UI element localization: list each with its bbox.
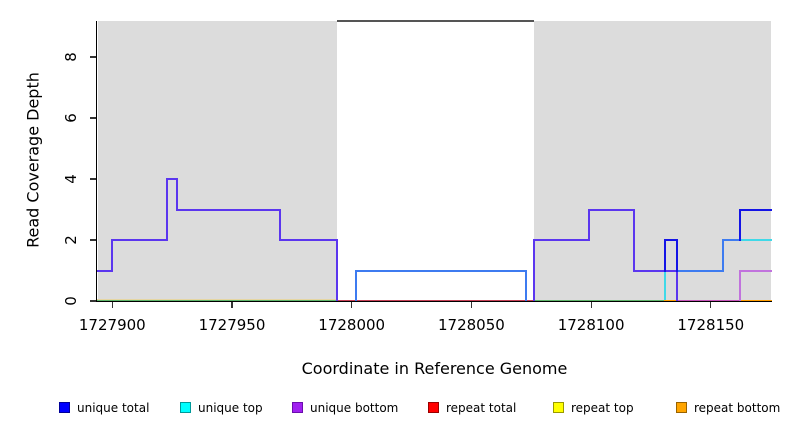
blue-alone-box-seg [664,239,667,272]
y-tick [90,300,96,302]
shaded-region [97,21,338,301]
blue-cyan-blend-mid-rect-seg [355,269,358,302]
x-tick-label: 1728150 [677,316,745,334]
legend-swatch-unique-top [180,402,191,413]
y-tick [90,178,96,180]
x-axis-line [97,301,772,303]
legend-swatch-unique-total [59,402,70,413]
y-axis-title: Read Coverage Depth [23,72,43,248]
legend-swatch-repeat-top [553,402,564,413]
blue-purple-blend-left-seg [166,178,178,180]
blue-cyan-blend-right-seg [721,239,724,272]
purple-alone-right-seg [738,269,772,272]
x-tick [590,302,592,308]
blue-purple-blend-left-seg [111,239,114,272]
x-tick-label: 1728050 [437,316,505,334]
legend-label-unique-bottom: unique bottom [310,401,399,415]
blue-cyan-blend-right-seg [721,239,741,241]
x-tick [470,302,472,308]
blue-purple-blend-left-seg [278,208,281,241]
x-tick [351,302,353,308]
y-axis-line [96,21,98,302]
blue-cyan-blend-mid-rect-seg [525,269,528,302]
blue-alone-box-seg [664,239,679,241]
unique-top-line-seg [664,269,667,302]
blue-purple-blend-left-seg [175,208,281,211]
blue-purple-blend-right-seg [587,208,590,241]
legend-label-repeat-total: repeat total [446,401,517,415]
x-tick [111,302,113,308]
y-tick [90,239,96,241]
y-tick [90,117,96,119]
x-tick-label: 1728000 [318,316,386,334]
blue-cyan-blend-right-seg [676,269,724,272]
repeat-top-line-hint-seg [97,298,338,300]
blue-purple-blend-left-seg [96,269,114,272]
x-tick-label: 1728100 [557,316,625,334]
x-tick [231,302,233,308]
blue-purple-blend-right-seg [587,208,636,211]
blue-alone-right-seg [738,208,741,241]
x-tick-label: 1727900 [78,316,146,334]
y-tick-label: 0 [62,296,80,306]
y-tick-label: 8 [62,52,80,62]
blue-purple-blend-right-seg [633,269,679,272]
gap-top-line [337,20,534,22]
blue-alone-right-seg [738,208,772,211]
blue-purple-blend-right-seg [532,239,590,241]
shaded-region [533,21,771,301]
blue-purple-blend-right-seg [633,208,636,272]
legend-swatch-repeat-total [428,402,439,413]
y-tick-label: 2 [62,235,80,245]
legend-label-unique-top: unique top [198,401,263,415]
legend-label-repeat-top: repeat top [571,401,634,415]
legend-label-unique-total: unique total [77,401,150,415]
y-tick-label: 4 [62,174,80,184]
y-tick [90,56,96,58]
legend-swatch-repeat-bottom [676,402,687,413]
x-tick [710,302,712,308]
blue-purple-blend-left-seg [166,178,169,241]
blue-purple-blend-left-seg [111,239,169,241]
purple-alone-right-seg [738,269,741,302]
legend-swatch-unique-bottom [292,402,303,413]
blue-alone-box-seg [676,239,679,272]
blue-purple-blend-right-seg [532,239,535,302]
x-tick-label: 1727950 [198,316,266,334]
x-axis-title: Coordinate in Reference Genome [301,359,568,378]
unique-top-line-seg [721,239,772,241]
legend-label-repeat-bottom: repeat bottom [694,401,781,415]
blue-purple-blend-left-seg [175,178,178,211]
blue-cyan-blend-mid-rect-seg [355,269,528,272]
blue-purple-blend-right-seg [676,269,679,302]
blue-purple-blend-left-seg [278,239,339,241]
y-tick-label: 6 [62,113,80,123]
blue-purple-blend-left-seg [336,239,339,302]
